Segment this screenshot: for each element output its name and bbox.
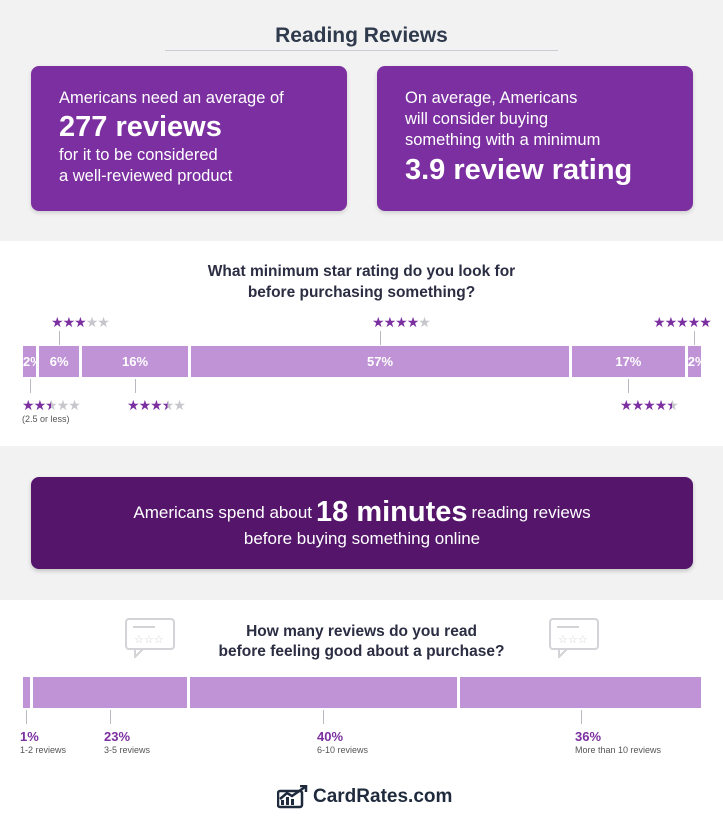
star-filled-icon: ★	[654, 397, 668, 413]
star-rating-marker: ★★★★★	[653, 314, 712, 330]
reviews-chart-category: 6-10 reviews	[317, 745, 369, 755]
title-divider	[165, 50, 558, 51]
star-chart-bar: 17%	[572, 346, 685, 377]
reviews-chart-title-line2: before feeling good about a purchase?	[218, 643, 505, 660]
star-filled-icon: ★	[127, 397, 140, 413]
star-filled-icon: ★	[620, 397, 633, 413]
star-empty-icon: ★	[173, 397, 186, 413]
star-filled-icon: ★	[33, 397, 47, 413]
star-empty-icon: ★	[418, 314, 431, 330]
star-filled-icon: ★	[653, 314, 666, 330]
star-empty-icon: ★	[85, 314, 99, 330]
banner-highlight: 18 minutes	[316, 496, 468, 528]
star-chart-bar: 2%	[687, 346, 701, 377]
star-rating-marker: ★★★★★	[51, 314, 110, 330]
star-empty-icon: ★	[68, 397, 81, 413]
reviews-chart-percent: 36%	[575, 729, 602, 744]
reviews-count-section	[0, 600, 723, 836]
star-chart-title-line1: What minimum star rating do you look for	[207, 263, 516, 280]
star-filled-icon: ★	[74, 314, 87, 330]
star-filled-icon: ★	[687, 314, 701, 330]
reviews-chart-bar	[32, 677, 187, 708]
star-filled-icon: ★	[62, 314, 76, 330]
star-chart-bar: 2%	[23, 346, 37, 377]
star-empty-icon: ★	[56, 397, 70, 413]
star-filled-icon: ★	[51, 314, 64, 330]
star-rating-marker: ★★★★★	[620, 397, 679, 413]
star-rating-marker: ★★★★★	[372, 314, 431, 330]
reviews-chart-bar	[23, 677, 30, 708]
star-chart-tick	[380, 331, 381, 345]
star-chart-tick	[135, 379, 136, 393]
star-filled-icon: ★	[631, 397, 645, 413]
star-filled-icon: ★	[138, 397, 152, 413]
reviews-chart-tick	[26, 710, 27, 724]
star-filled-icon: ★	[664, 314, 678, 330]
star-rating-marker: ★★★★★	[22, 397, 81, 413]
minimum-rating-card: On average, Americans will consider buyi…	[377, 66, 693, 211]
reviews-chart-percent: 1%	[20, 729, 39, 744]
card-right-line1: On average, Americans	[405, 89, 578, 107]
reviews-chart-tick	[323, 710, 324, 724]
star-chart-tick	[628, 379, 629, 393]
average-reviews-card: Americans need an average of 277 reviews…	[31, 66, 347, 211]
star-filled-icon: ★	[666, 397, 679, 413]
star-rating-note: (2.5 or less)	[22, 414, 70, 424]
reviews-chart-category: 1-2 reviews	[20, 745, 67, 755]
card-right-highlight: 3.9 review rating	[405, 154, 633, 186]
card-right-line3: something with a minimum	[405, 131, 601, 149]
star-filled-icon: ★	[161, 397, 175, 413]
banner-pre: Americans spend about	[133, 503, 313, 522]
star-filled-icon: ★	[395, 314, 408, 330]
banner-line1: Americans spend about 18 minutes reading r…	[31, 496, 693, 529]
reviews-chart-category: More than 10 reviews	[575, 745, 662, 755]
banner-post: reading reviews	[471, 503, 591, 522]
reviews-chart-title-line1: How many reviews do you read	[246, 623, 477, 640]
reviews-chart-percent: 23%	[104, 729, 131, 744]
star-filled-icon: ★	[643, 397, 656, 413]
star-filled-icon: ★	[383, 314, 397, 330]
star-chart-tick	[59, 331, 60, 345]
reading-time-banner: Americans spend about 18 minutes reading r…	[31, 477, 693, 569]
star-empty-icon: ★	[97, 314, 110, 330]
chart-logo-icon	[277, 785, 308, 809]
star-rating-section	[0, 241, 723, 446]
reviews-chart-tick	[110, 710, 111, 724]
star-chart-tick	[30, 379, 31, 393]
star-filled-icon: ★	[22, 397, 35, 413]
star-chart-tick	[694, 331, 695, 345]
cardrates-logo: CardRates.com	[277, 784, 452, 810]
reviews-chart-percent: 40%	[317, 729, 344, 744]
review-card-icon: ☆☆☆	[125, 618, 175, 658]
star-chart-bar: 57%	[191, 346, 570, 377]
star-filled-icon: ★	[45, 397, 58, 413]
star-chart-bar: 6%	[39, 346, 80, 377]
reviews-chart-bar	[189, 677, 458, 708]
svg-text:☆☆☆: ☆☆☆	[558, 633, 588, 646]
star-filled-icon: ★	[372, 314, 385, 330]
logo-text: CardRates.com	[313, 786, 453, 807]
review-card-icon: ☆☆☆	[549, 618, 599, 658]
star-filled-icon: ★	[406, 314, 420, 330]
reviews-chart-bar	[460, 677, 701, 708]
page-title: Reading Reviews	[275, 24, 448, 47]
star-rating-marker: ★★★★★	[127, 397, 186, 413]
card-left-line1: Americans need an average of	[59, 89, 284, 107]
star-chart-bar: 16%	[82, 346, 189, 377]
star-filled-icon: ★	[150, 397, 163, 413]
star-filled-icon: ★	[699, 314, 712, 330]
reviews-chart-category: 3-5 reviews	[104, 745, 151, 755]
banner-line2: before buying something online	[243, 529, 481, 548]
card-left-line2: for it to be considered	[59, 146, 218, 164]
svg-text:☆☆☆: ☆☆☆	[134, 633, 164, 646]
card-left-highlight: 277 reviews	[59, 111, 222, 143]
star-chart-title-line2: before purchasing something?	[247, 284, 476, 301]
reviews-chart-tick	[581, 710, 582, 724]
star-filled-icon: ★	[676, 314, 689, 330]
card-left-line3: a well-reviewed product	[59, 167, 233, 185]
card-right-line2: will consider buying	[405, 110, 549, 128]
